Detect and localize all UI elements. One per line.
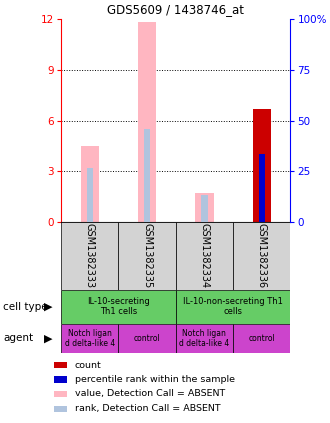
Bar (233, 324, 290, 353)
Bar (86, 168, 93, 222)
Bar (138, 22, 156, 222)
Text: ▶: ▶ (44, 302, 52, 312)
Bar (258, 154, 265, 222)
Text: IL-10-secreting
Th1 cells: IL-10-secreting Th1 cells (87, 297, 150, 316)
Text: percentile rank within the sample: percentile rank within the sample (75, 375, 235, 384)
Text: GSM1382335: GSM1382335 (142, 223, 152, 288)
Text: GSM1382334: GSM1382334 (199, 223, 210, 288)
Bar (195, 193, 214, 222)
Bar (176, 290, 290, 324)
Bar (81, 146, 99, 222)
Text: rank, Detection Call = ABSENT: rank, Detection Call = ABSENT (75, 404, 220, 413)
Bar (118, 324, 176, 353)
Text: GSM1382336: GSM1382336 (257, 223, 267, 288)
Title: GDS5609 / 1438746_at: GDS5609 / 1438746_at (107, 3, 244, 16)
Bar (54, 376, 67, 383)
Text: ▶: ▶ (44, 333, 52, 343)
Bar (54, 390, 67, 397)
Bar (201, 195, 208, 222)
Bar (233, 222, 290, 290)
Bar (61, 324, 118, 353)
Bar (176, 324, 233, 353)
Bar (176, 222, 233, 290)
Bar (61, 290, 176, 324)
Text: control: control (248, 334, 275, 343)
Bar (252, 109, 271, 222)
Text: Notch ligan
d delta-like 4: Notch ligan d delta-like 4 (179, 329, 230, 348)
Text: GSM1382333: GSM1382333 (85, 223, 95, 288)
Bar (118, 222, 176, 290)
Bar (61, 222, 118, 290)
Text: Notch ligan
d delta-like 4: Notch ligan d delta-like 4 (65, 329, 115, 348)
Text: control: control (134, 334, 160, 343)
Bar (54, 406, 67, 412)
Bar (144, 129, 150, 222)
Text: count: count (75, 360, 101, 370)
Text: cell type: cell type (3, 302, 48, 312)
Bar (54, 362, 67, 368)
Text: agent: agent (3, 333, 33, 343)
Text: value, Detection Call = ABSENT: value, Detection Call = ABSENT (75, 389, 225, 398)
Text: IL-10-non-secreting Th1
cells: IL-10-non-secreting Th1 cells (183, 297, 283, 316)
